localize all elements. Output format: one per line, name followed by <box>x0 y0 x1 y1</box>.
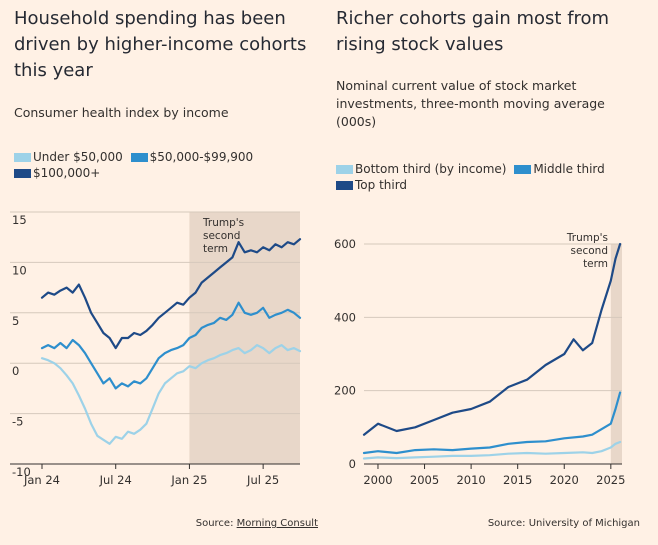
left-y-tick-5: 5 <box>12 314 19 328</box>
legend-item-50k-99k: $50,000-$99,900 <box>130 149 254 165</box>
legend-label-100k-plus: $100,000+ <box>33 166 101 180</box>
right-series-top-third <box>362 242 622 436</box>
left-y-tick-5: -5 <box>12 415 23 429</box>
legend-swatch-100k-plus <box>14 169 31 178</box>
right-x-tick-2000: 2000 <box>363 473 392 487</box>
left-x-tick-jul-24: Jul 24 <box>99 473 132 487</box>
left-source-prefix: Source: <box>195 518 237 529</box>
left-chart-source: Source: Morning Consult <box>196 518 318 529</box>
right-y-tick-200: 200 <box>334 384 356 398</box>
left-series-100-000 <box>40 238 302 350</box>
right-shaded-period <box>610 244 622 464</box>
left-x-tick-jul-25: Jul 25 <box>246 473 279 487</box>
left-legend: Under $50,000 $50,000-$99,900 $100,000+ <box>14 149 314 181</box>
legend-label-under-50k: Under $50,000 <box>33 150 123 164</box>
left-x-tick-jan-24: Jan 24 <box>23 473 60 487</box>
legend-item-100k-plus: $100,000+ <box>14 165 100 181</box>
left-source-link[interactable]: Morning Consult <box>236 518 318 529</box>
legend-item-bottom-third: Bottom third (by income) <box>336 161 506 177</box>
right-y-tick-0: 0 <box>349 457 356 471</box>
right-y-tick-600: 600 <box>334 237 356 251</box>
right-annotation-line-2: second <box>571 245 608 257</box>
right-chart-source: Source: University of Michigan <box>488 518 640 529</box>
left-y-tick-10: 10 <box>12 263 27 277</box>
right-annotation-line-3: term <box>583 258 608 270</box>
right-series-bottom-third-by-income <box>362 440 622 460</box>
left-shaded-period <box>189 212 300 464</box>
legend-swatch-under-50k <box>14 153 31 162</box>
right-x-tick-2025: 2025 <box>596 473 625 487</box>
left-x-tick-jan-25: Jan 25 <box>170 473 207 487</box>
legend-label-top-third: Top third <box>355 178 408 192</box>
legend-item-middle-third: Middle third <box>514 161 605 177</box>
right-series-middle-third <box>362 391 622 455</box>
left-series-under-50-000 <box>40 344 302 445</box>
right-source-name: University of Michigan <box>528 518 640 529</box>
right-chart-title: Richer cohorts gain most from rising sto… <box>336 8 610 55</box>
legend-label-bottom-third: Bottom third (by income) <box>355 162 507 176</box>
right-x-tick-2020: 2020 <box>550 473 579 487</box>
left-annotation-line-3: term <box>203 243 228 255</box>
right-x-tick-2005: 2005 <box>410 473 439 487</box>
left-series-50-000-99-900 <box>40 301 302 390</box>
right-x-tick-2010: 2010 <box>456 473 485 487</box>
left-annotation-line-1: Trump's <box>202 217 244 229</box>
left-y-tick-0: 0 <box>12 364 19 378</box>
legend-item-under-50k: Under $50,000 <box>14 149 123 165</box>
right-x-tick-2015: 2015 <box>503 473 532 487</box>
legend-label-50k-99k: $50,000-$99,900 <box>149 150 254 164</box>
left-annotation-line-2: second <box>203 230 240 242</box>
left-chart-subtitle: Consumer health index by income <box>14 105 229 120</box>
legend-swatch-bottom-third <box>336 165 353 174</box>
right-source-prefix: Source: <box>487 518 529 529</box>
legend-label-middle-third: Middle third <box>533 162 605 176</box>
right-annotation-line-1: Trump's <box>566 232 608 244</box>
right-legend: Bottom third (by income) Middle third To… <box>336 161 646 193</box>
left-y-tick-10: -10 <box>12 465 31 479</box>
right-chart-subtitle: Nominal current value of stock market in… <box>336 78 605 129</box>
legend-swatch-50k-99k <box>130 153 148 162</box>
left-y-tick-15: 15 <box>12 213 27 227</box>
legend-item-top-third: Top third <box>336 177 407 193</box>
left-chart-title: Household spending has been driven by hi… <box>14 8 307 81</box>
legend-swatch-top-third <box>336 181 353 190</box>
right-y-tick-400: 400 <box>334 310 356 324</box>
legend-swatch-middle-third <box>514 165 532 174</box>
